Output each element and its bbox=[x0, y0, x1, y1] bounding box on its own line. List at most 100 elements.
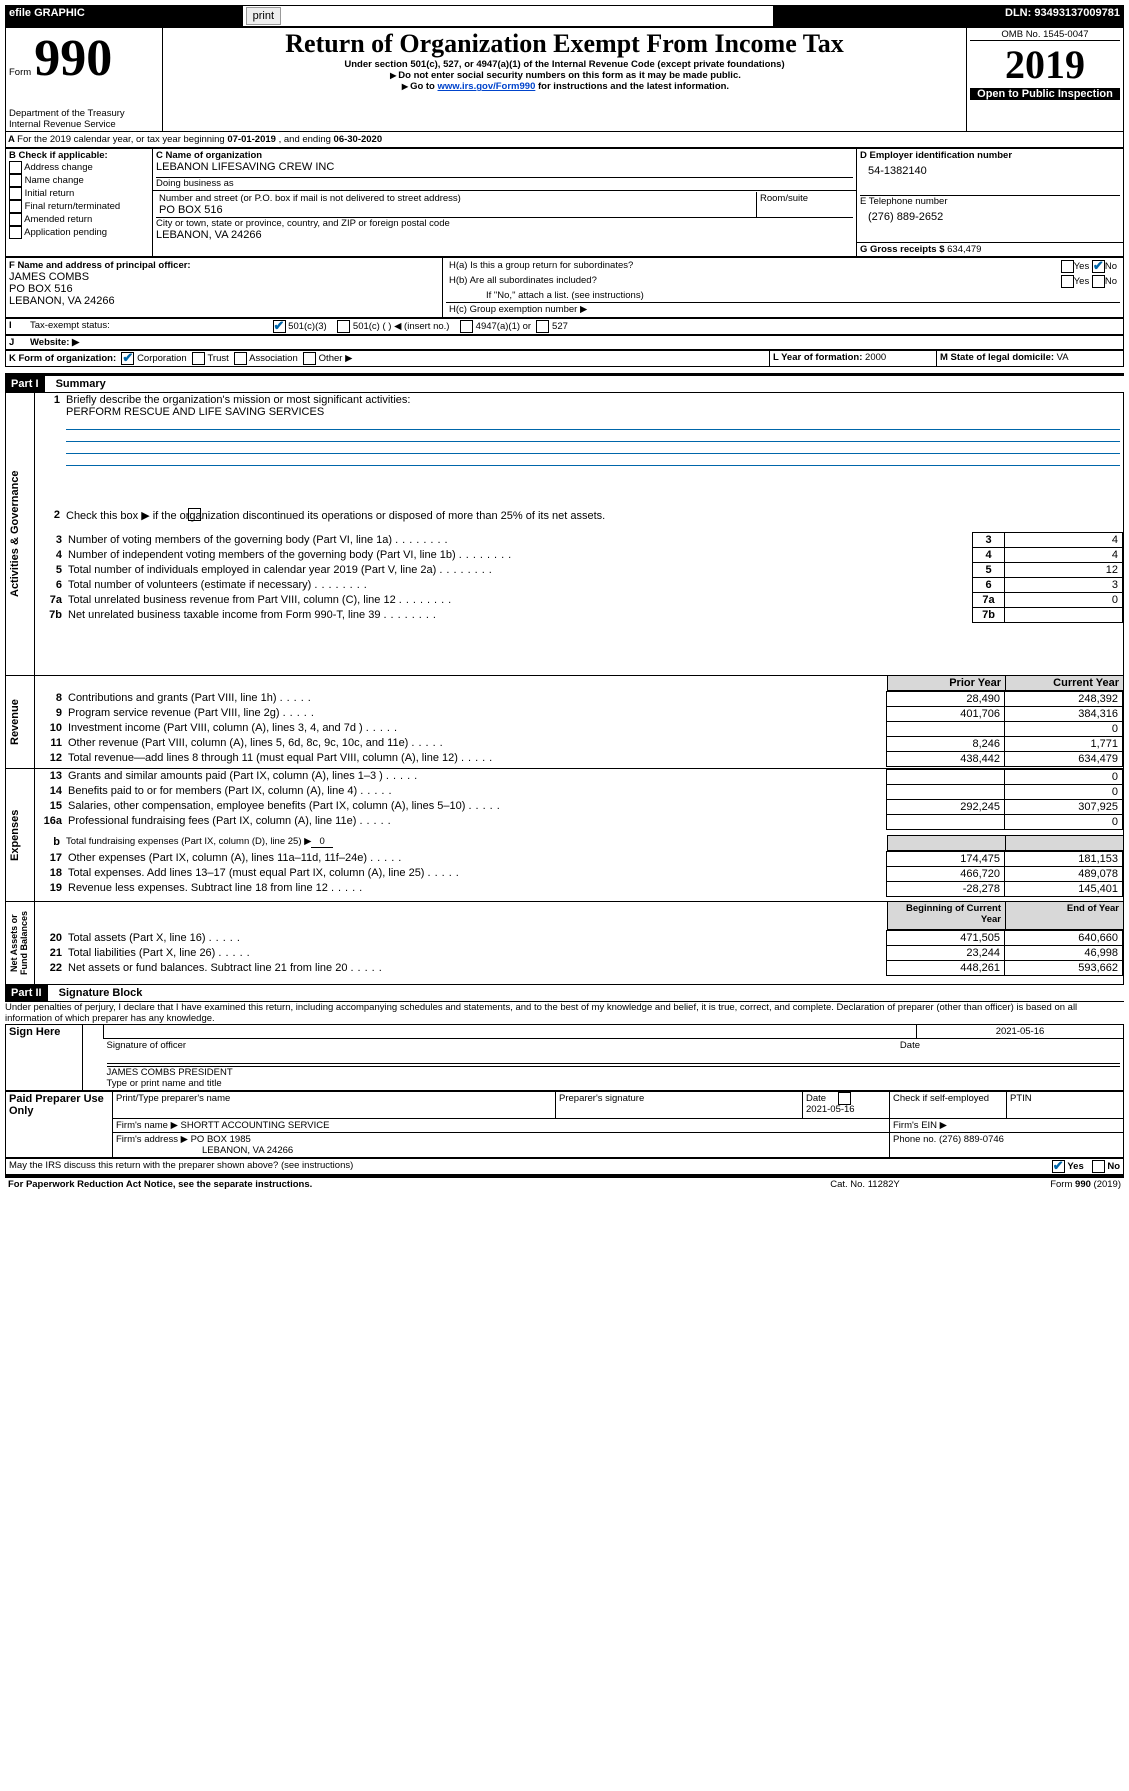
row-16b-n: b bbox=[35, 835, 64, 850]
row-ref: 4 bbox=[973, 548, 1005, 563]
part2-head: Part II bbox=[5, 985, 48, 1001]
row-prior: 438,442 bbox=[887, 751, 1005, 766]
boxb-item: Amended return bbox=[24, 214, 92, 225]
phone-value: (276) 889-2652 bbox=[860, 207, 1120, 231]
row-text: Other expenses (Part IX, column (A), lin… bbox=[65, 851, 887, 866]
note-goto-a: Go to bbox=[410, 81, 437, 92]
4947-checkbox[interactable] bbox=[460, 320, 473, 333]
row-num: 19 bbox=[35, 881, 65, 896]
officer-city: LEBANON, VA 24266 bbox=[9, 295, 115, 307]
row-current: 384,316 bbox=[1005, 706, 1123, 721]
col-current: Current Year bbox=[1006, 675, 1124, 690]
501c-checkbox[interactable] bbox=[337, 320, 350, 333]
ein-value: 54-1382140 bbox=[860, 161, 1120, 195]
row-prior bbox=[887, 784, 1005, 799]
hb-yes-checkbox[interactable] bbox=[1061, 275, 1074, 288]
row-ref: 7a bbox=[973, 593, 1005, 608]
prep-date: 2021-05-16 bbox=[806, 1104, 855, 1115]
form-title: Return of Organization Exempt From Incom… bbox=[166, 29, 963, 59]
boxb-checkbox[interactable] bbox=[9, 174, 22, 187]
row-text: Other revenue (Part VIII, column (A), li… bbox=[65, 736, 887, 751]
row-prior: 292,245 bbox=[887, 799, 1005, 814]
row-text: Net assets or fund balances. Subtract li… bbox=[65, 961, 887, 976]
trust-checkbox[interactable] bbox=[192, 352, 205, 365]
row-num: 5 bbox=[35, 563, 65, 578]
q2-checkbox[interactable] bbox=[188, 508, 201, 521]
boxb-item: Name change bbox=[25, 175, 84, 186]
boxb-item: Application pending bbox=[24, 227, 107, 238]
row-num: 3 bbox=[35, 533, 65, 548]
row-current: 0 bbox=[1005, 721, 1123, 736]
row-val: 0 bbox=[1005, 593, 1123, 608]
part1-table: Activities & Governance 1 Briefly descri… bbox=[5, 392, 1124, 985]
row-16b-t: Total fundraising expenses (Part IX, col… bbox=[66, 836, 311, 847]
row-num: 18 bbox=[35, 866, 65, 881]
ha-no-checkbox[interactable] bbox=[1092, 260, 1105, 273]
box-b-label: B Check if applicable: bbox=[9, 150, 149, 161]
gross-receipts-lbl: G Gross receipts $ bbox=[860, 244, 944, 255]
org-name: LEBANON LIFESAVING CREW INC bbox=[156, 161, 853, 173]
boxb-item: Initial return bbox=[25, 188, 75, 199]
row-text: Total revenue—add lines 8 through 11 (mu… bbox=[65, 751, 887, 766]
row-ref: 5 bbox=[973, 563, 1005, 578]
discuss-no-checkbox[interactable] bbox=[1092, 1160, 1105, 1173]
vlabel-rev: Revenue bbox=[9, 677, 21, 767]
part1-head: Part I bbox=[5, 376, 45, 392]
open-public: Open to Public Inspection bbox=[970, 88, 1120, 100]
discuss-yes-checkbox[interactable] bbox=[1052, 1160, 1065, 1173]
part1-title: Summary bbox=[56, 378, 106, 390]
row-current: 307,925 bbox=[1005, 799, 1123, 814]
boxb-checkbox[interactable] bbox=[9, 200, 22, 213]
hb-no-checkbox[interactable] bbox=[1092, 275, 1105, 288]
boxb-checkbox[interactable] bbox=[9, 213, 22, 226]
row-current: 634,479 bbox=[1005, 751, 1123, 766]
other-checkbox[interactable] bbox=[303, 352, 316, 365]
row-current: 46,998 bbox=[1005, 946, 1123, 961]
row-num: 9 bbox=[35, 706, 65, 721]
instructions-link[interactable]: www.irs.gov/Form990 bbox=[438, 81, 536, 92]
row-current: 1,771 bbox=[1005, 736, 1123, 751]
dln: DLN: 93493137009781 bbox=[773, 6, 1123, 27]
row-val: 3 bbox=[1005, 578, 1123, 593]
self-employed-checkbox[interactable] bbox=[838, 1092, 851, 1105]
discuss-text: May the IRS discuss this return with the… bbox=[6, 1158, 958, 1174]
assoc-checkbox[interactable] bbox=[234, 352, 247, 365]
arrow-icon bbox=[400, 81, 410, 92]
boxb-checkbox[interactable] bbox=[9, 161, 22, 174]
vlabel-gov: Activities & Governance bbox=[9, 394, 21, 674]
h-c: H(c) Group exemption number ▶ bbox=[446, 302, 1120, 316]
year-formation: 2000 bbox=[865, 352, 886, 363]
row-prior: 466,720 bbox=[887, 866, 1005, 881]
row-prior: 28,490 bbox=[887, 691, 1005, 706]
vlabel-net: Net Assets or Fund Balances bbox=[9, 903, 29, 983]
row-num: 17 bbox=[35, 851, 65, 866]
boxb-checkbox[interactable] bbox=[9, 226, 22, 239]
corp-checkbox[interactable] bbox=[121, 352, 134, 365]
row-current: 248,392 bbox=[1005, 691, 1123, 706]
501c3-checkbox[interactable] bbox=[273, 320, 286, 333]
boxb-item: Address change bbox=[24, 162, 93, 173]
opt-4947: 4947(a)(1) or bbox=[476, 321, 531, 332]
print-button[interactable]: print bbox=[246, 7, 281, 25]
row-num: 20 bbox=[35, 931, 65, 946]
boxb-checkbox[interactable] bbox=[9, 187, 22, 200]
row-text: Benefits paid to or for members (Part IX… bbox=[65, 784, 887, 799]
ha-yes-checkbox[interactable] bbox=[1061, 260, 1074, 273]
no-label: No bbox=[1105, 261, 1117, 272]
row-num: 11 bbox=[35, 736, 65, 751]
527-checkbox[interactable] bbox=[536, 320, 549, 333]
no-label: No bbox=[1105, 276, 1117, 287]
ptin-lbl: PTIN bbox=[1007, 1091, 1124, 1118]
pra-notice: For Paperwork Reduction Act Notice, see … bbox=[5, 1176, 762, 1191]
row-num: 7b bbox=[35, 608, 65, 623]
dept-label: Department of the Treasury Internal Reve… bbox=[9, 108, 159, 130]
row-current: 489,078 bbox=[1005, 866, 1123, 881]
dba-lbl: Doing business as bbox=[156, 178, 853, 189]
ein-lbl: D Employer identification number bbox=[860, 150, 1120, 161]
street-value: PO BOX 516 bbox=[159, 204, 753, 216]
row-text: Number of independent voting members of … bbox=[65, 548, 973, 563]
typed-name: JAMES COMBS PRESIDENT bbox=[107, 1067, 1121, 1078]
q2: Check this box ▶ if the organization dis… bbox=[66, 510, 605, 522]
row-16b-v: 0 bbox=[311, 836, 332, 848]
row-ref: 7b bbox=[973, 608, 1005, 623]
